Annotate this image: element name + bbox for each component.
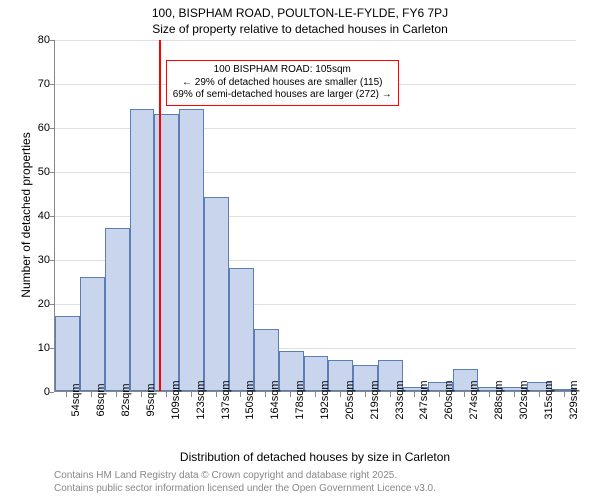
xtick-mark xyxy=(539,392,540,397)
ytick-label: 0 xyxy=(20,386,50,398)
xtick-mark xyxy=(265,392,266,397)
histogram-bar xyxy=(130,109,155,391)
xtick-label: 82sqm xyxy=(120,383,132,416)
xtick-mark xyxy=(564,392,565,397)
ytick-mark xyxy=(49,304,54,305)
histogram-bar xyxy=(204,197,229,391)
xtick-mark xyxy=(66,392,67,397)
ytick-mark xyxy=(49,392,54,393)
xtick-label: 274sqm xyxy=(468,380,480,419)
footer-line1: Contains HM Land Registry data © Crown c… xyxy=(54,470,436,483)
ytick-mark xyxy=(49,172,54,173)
xtick-mark xyxy=(489,392,490,397)
xtick-mark xyxy=(290,392,291,397)
xtick-label: 192sqm xyxy=(319,380,331,419)
property-size-histogram: 100, BISPHAM ROAD, POULTON-LE-FYLDE, FY6… xyxy=(0,0,600,500)
xtick-mark xyxy=(414,392,415,397)
chart-footer: Contains HM Land Registry data © Crown c… xyxy=(54,470,436,495)
annotation-line: 69% of semi-detached houses are larger (… xyxy=(173,89,392,102)
ytick-mark xyxy=(49,348,54,349)
xtick-mark xyxy=(315,392,316,397)
xtick-label: 123sqm xyxy=(195,380,207,419)
annotation-box: 100 BISPHAM ROAD: 105sqm← 29% of detache… xyxy=(166,60,399,106)
xtick-mark xyxy=(514,392,515,397)
xtick-mark xyxy=(166,392,167,397)
ytick-mark xyxy=(49,40,54,41)
histogram-bar xyxy=(80,277,105,391)
xtick-label: 247sqm xyxy=(418,380,430,419)
xtick-label: 164sqm xyxy=(269,380,281,419)
xtick-label: 54sqm xyxy=(70,383,82,416)
gridline xyxy=(55,40,576,41)
xtick-label: 150sqm xyxy=(244,380,256,419)
xtick-label: 178sqm xyxy=(294,380,306,419)
xtick-mark xyxy=(439,392,440,397)
xtick-mark xyxy=(216,392,217,397)
annotation-line: ← 29% of detached houses are smaller (11… xyxy=(173,77,392,90)
xtick-label: 233sqm xyxy=(394,380,406,419)
x-axis-title: Distribution of detached houses by size … xyxy=(145,450,485,464)
xtick-label: 302sqm xyxy=(518,380,530,419)
ytick-label: 10 xyxy=(20,342,50,354)
ytick-mark xyxy=(49,128,54,129)
xtick-label: 205sqm xyxy=(344,380,356,419)
xtick-mark xyxy=(191,392,192,397)
chart-title-line2: Size of property relative to detached ho… xyxy=(0,22,600,38)
histogram-bar xyxy=(105,228,130,391)
reference-line xyxy=(159,40,161,391)
xtick-label: 219sqm xyxy=(369,380,381,419)
y-axis-title: Number of detached properties xyxy=(19,115,33,315)
histogram-bar xyxy=(229,268,254,391)
histogram-bar xyxy=(55,316,80,391)
xtick-mark xyxy=(365,392,366,397)
xtick-label: 315sqm xyxy=(543,380,555,419)
ytick-label: 80 xyxy=(20,34,50,46)
xtick-label: 68sqm xyxy=(95,383,107,416)
ytick-mark xyxy=(49,260,54,261)
ytick-mark xyxy=(49,84,54,85)
xtick-mark xyxy=(390,392,391,397)
xtick-label: 109sqm xyxy=(170,380,182,419)
xtick-label: 137sqm xyxy=(220,380,232,419)
xtick-label: 288sqm xyxy=(493,380,505,419)
xtick-mark xyxy=(116,392,117,397)
xtick-mark xyxy=(141,392,142,397)
xtick-label: 95sqm xyxy=(145,383,157,416)
xtick-label: 329sqm xyxy=(568,380,580,419)
ytick-mark xyxy=(49,216,54,217)
xtick-mark xyxy=(464,392,465,397)
plot-area: 100 BISPHAM ROAD: 105sqm← 29% of detache… xyxy=(54,40,576,392)
xtick-mark xyxy=(340,392,341,397)
annotation-line: 100 BISPHAM ROAD: 105sqm xyxy=(173,64,392,77)
chart-title-line1: 100, BISPHAM ROAD, POULTON-LE-FYLDE, FY6… xyxy=(0,0,600,22)
ytick-label: 70 xyxy=(20,78,50,90)
xtick-mark xyxy=(91,392,92,397)
footer-line2: Contains public sector information licen… xyxy=(54,483,436,496)
histogram-bar xyxy=(179,109,204,391)
xtick-label: 260sqm xyxy=(443,380,455,419)
xtick-mark xyxy=(240,392,241,397)
